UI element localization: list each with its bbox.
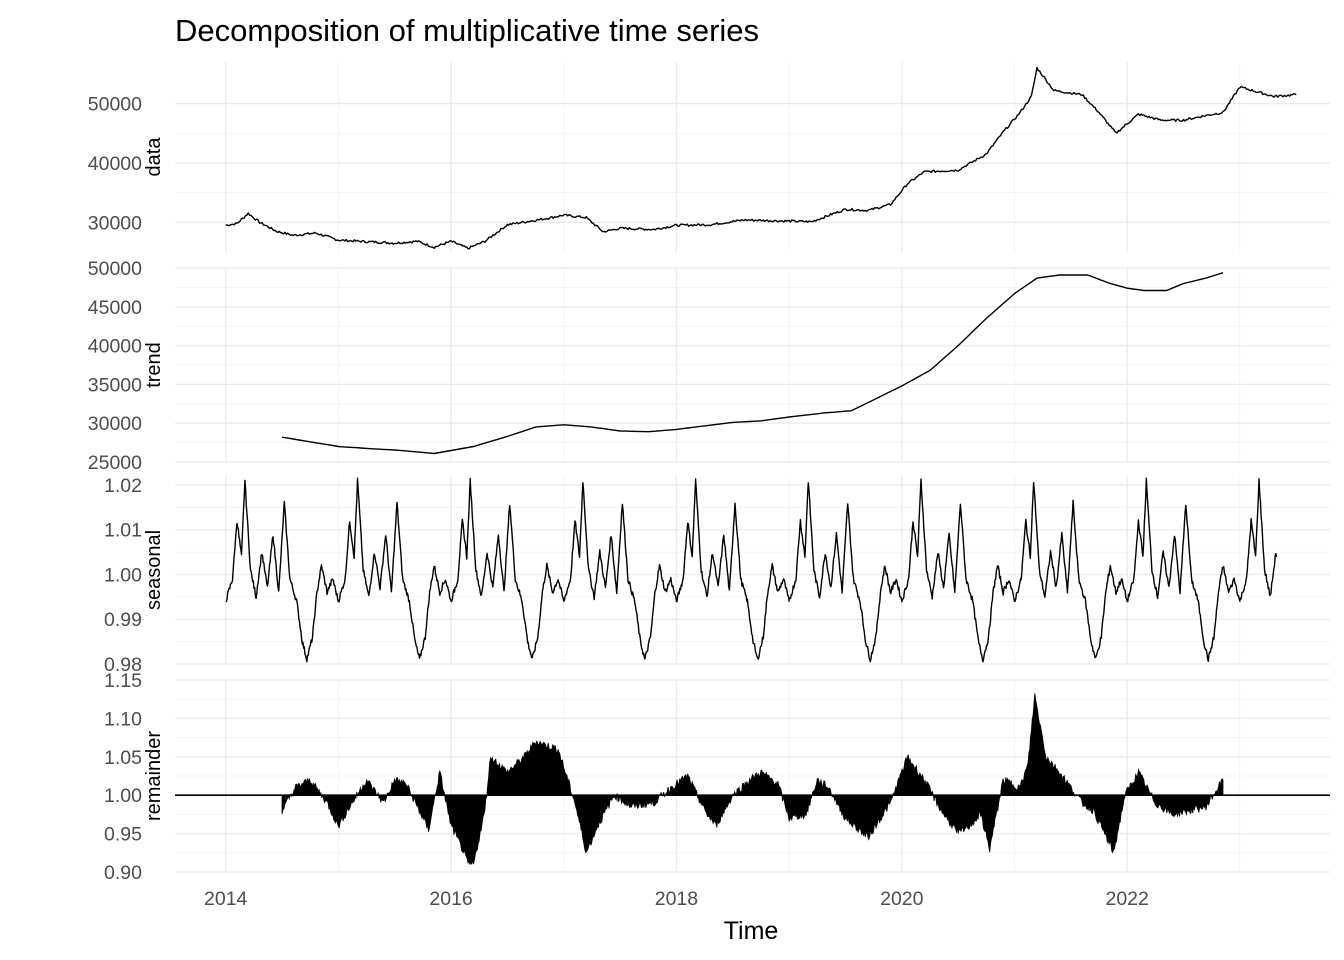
y-tick-label: 1.00: [104, 564, 142, 586]
y-tick-label: 1.00: [104, 785, 142, 807]
y-tick-label: 0.95: [104, 824, 142, 846]
y-tick-label: 1.05: [104, 747, 142, 769]
y-tick-label: 30000: [88, 413, 142, 435]
x-axis: 2014 2016 2018 2020 2022: [204, 888, 1149, 910]
y-tick-label: 35000: [88, 374, 142, 396]
y-tick-label: 30000: [88, 212, 142, 234]
y-axis-label-trend: trend: [143, 342, 165, 388]
y-tick-label: 0.90: [104, 862, 142, 884]
x-tick-label: 2022: [1105, 888, 1148, 910]
y-tick-label: 25000: [88, 452, 142, 474]
panels: 300004000050000data250003000035000400004…: [88, 62, 1330, 884]
y-tick-label: 0.98: [104, 654, 142, 676]
y-tick-label: 1.01: [104, 520, 142, 542]
series-trend: [281, 272, 1224, 455]
y-tick-label: 40000: [88, 336, 142, 358]
x-tick-label: 2018: [655, 888, 698, 910]
y-tick-label: 1.10: [104, 708, 142, 730]
y-tick-label: 1.02: [104, 475, 142, 497]
y-axis-label-remainder: remainder: [143, 731, 165, 821]
x-tick-label: 2016: [429, 888, 472, 910]
panel-trend: 25000 30000 35000 40000 45000 50000 trend: [88, 258, 1330, 474]
chart-title: Decomposition of multiplicative time ser…: [175, 13, 759, 48]
panel-seasonal: 0.98 0.99 1.00 1.01 1.02 seasonal: [104, 475, 1330, 676]
series-remainder: [281, 693, 1224, 866]
y-axis-label-seasonal: seasonal: [143, 530, 165, 610]
y-tick-label: 50000: [88, 258, 142, 280]
y-tick-label: 40000: [88, 153, 142, 175]
x-tick-label: 2014: [204, 888, 248, 910]
y-tick-label: 1.15: [104, 670, 142, 692]
y-tick-label: 0.99: [104, 609, 142, 631]
series-data: [225, 66, 1297, 250]
x-tick-label: 2020: [880, 888, 924, 910]
series-seasonal: [225, 477, 1278, 663]
panel-remainder: 0.90 0.95 1.00 1.05 1.10 1.15 remainder: [104, 670, 1330, 884]
x-axis-label: Time: [724, 917, 779, 945]
y-tick-label: 50000: [88, 94, 142, 116]
y-tick-label: 45000: [88, 297, 142, 319]
y-axis-label-data: data: [143, 137, 165, 177]
